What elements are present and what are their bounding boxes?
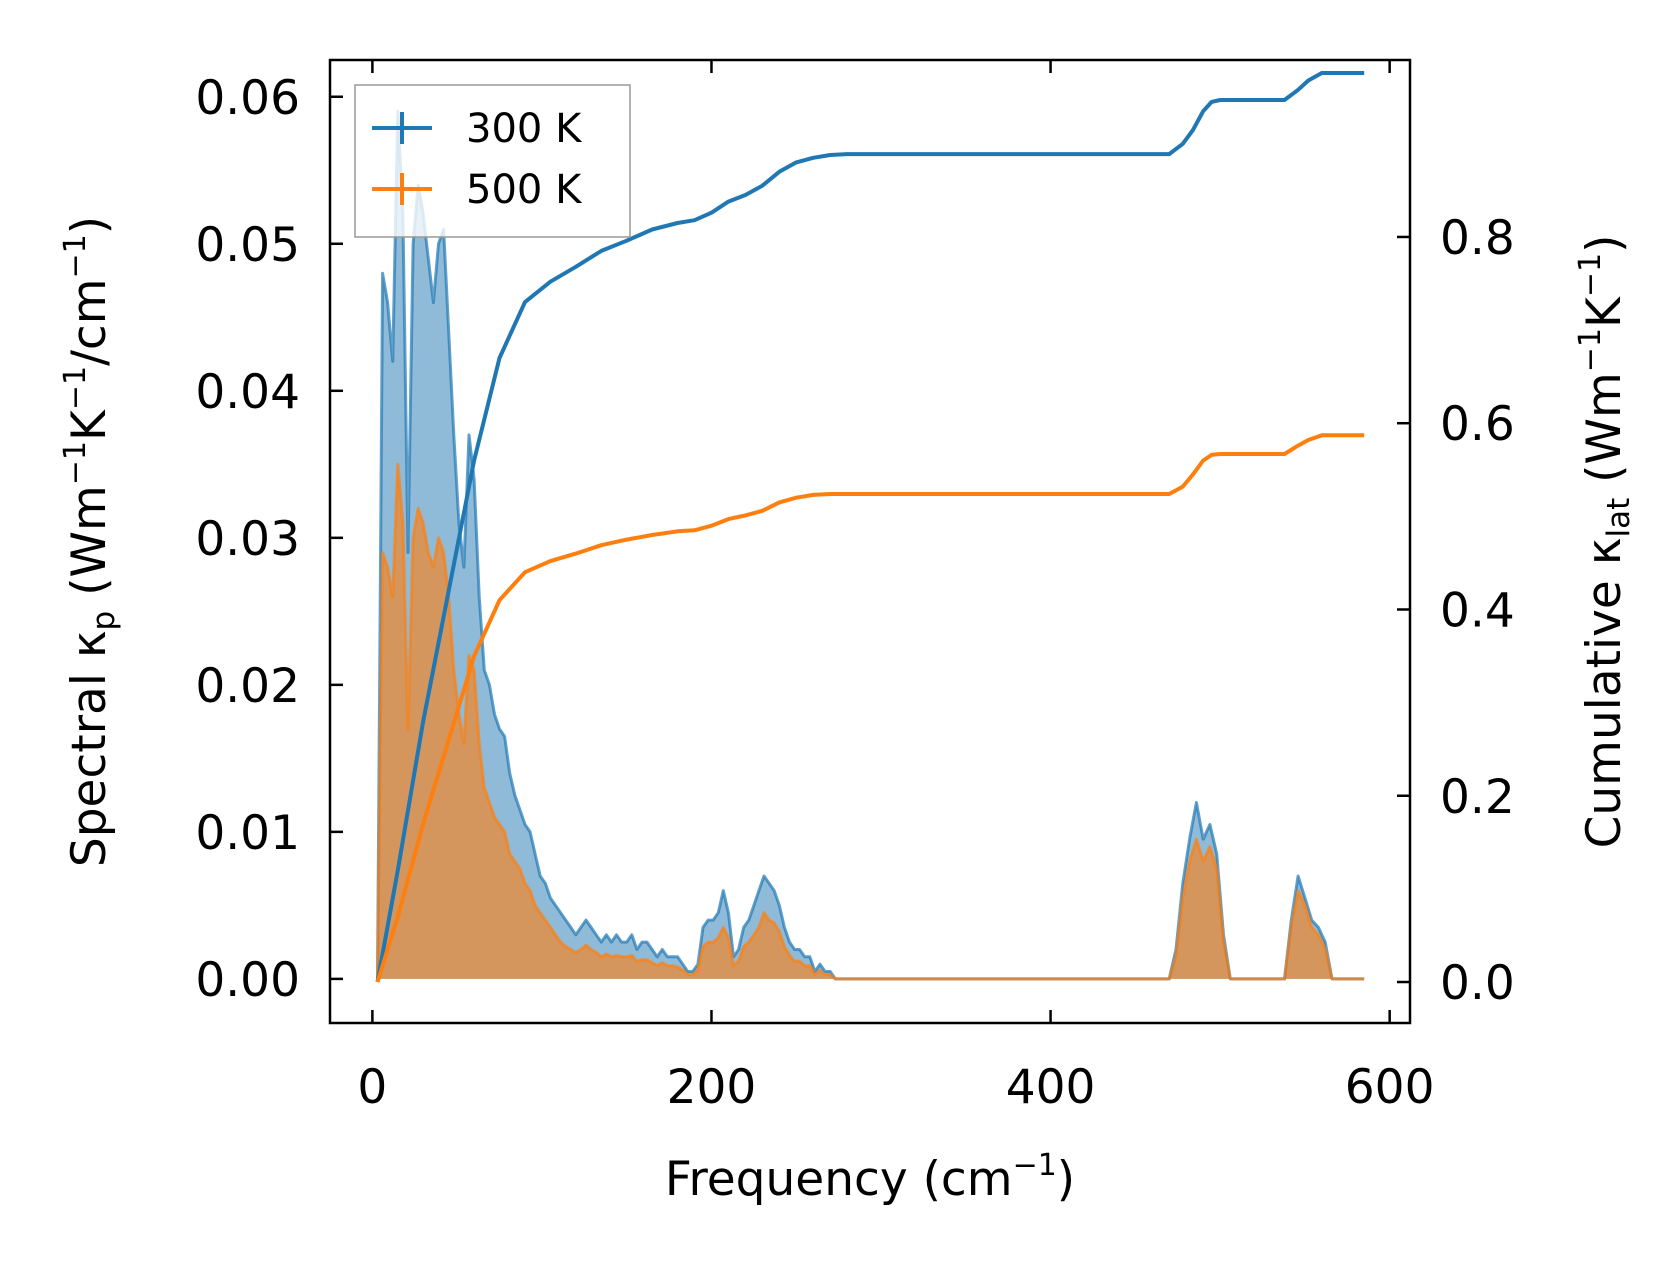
- y-tick-label-left: 0.02: [195, 659, 300, 714]
- y-tick-label-left: 0.04: [195, 365, 300, 420]
- cumulative-line-300k: [375, 71, 1365, 983]
- y-tick-label-right: 0.0: [1440, 956, 1515, 1011]
- y-axis-left-label: Spectral κp (Wm−1K−1/cm−1): [58, 216, 122, 867]
- cumulative-line-500k: [375, 433, 1365, 983]
- y-tick-label-right: 0.2: [1440, 770, 1515, 825]
- legend-label-500k: 500 K: [466, 167, 583, 213]
- cumulative-lines: [375, 71, 1365, 983]
- x-tick-label: 0: [357, 1060, 387, 1115]
- spectral-fills: [377, 111, 1365, 979]
- y-axis-right-label: Cumulative κlat (Wm−1K−1): [1573, 235, 1637, 849]
- x-axis-label: Frequency (cm−1): [665, 1148, 1075, 1207]
- y-tick-label-right: 0.4: [1440, 583, 1515, 638]
- y-tick-label-left: 0.06: [195, 71, 300, 126]
- legend-label-300k: 300 K: [466, 106, 583, 152]
- y-tick-label-left: 0.00: [195, 953, 300, 1008]
- y-tick-label-right: 0.8: [1440, 211, 1515, 266]
- spectral-line-500k: [376, 462, 1365, 981]
- plot-area: [375, 71, 1365, 983]
- y-tick-label-right: 0.6: [1440, 397, 1515, 452]
- legend-box: [354, 84, 631, 238]
- legend: 300 K 500 K: [354, 84, 631, 238]
- tick-marks: [330, 60, 1410, 1023]
- spectral-fill-500k: [377, 464, 1365, 979]
- x-tick-label: 200: [667, 1060, 757, 1115]
- spectral-lines: [376, 110, 1365, 981]
- x-tick-label: 400: [1006, 1060, 1096, 1115]
- y-tick-label-left: 0.01: [195, 806, 300, 861]
- plot-frame: [328, 58, 1412, 1025]
- spectral-line-300k: [376, 110, 1365, 981]
- tick-labels: 0 200 400 600 0.00 0.01 0.02 0.03 0.04 0.05 0.06 0.…: [195, 71, 1514, 1115]
- x-tick-label: 600: [1345, 1060, 1435, 1115]
- y-tick-label-left: 0.03: [195, 512, 300, 567]
- y-tick-label-left: 0.05: [195, 218, 300, 273]
